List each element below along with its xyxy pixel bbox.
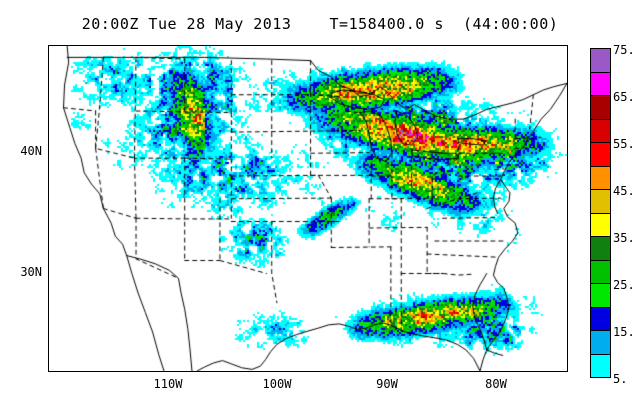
page-title: 20:00Z Tue 28 May 2013 T=158400.0 s (44:…	[81, 15, 559, 33]
colorbar-band-5	[591, 354, 610, 377]
colorbar-band-55	[591, 119, 610, 143]
colorbar-band-25	[591, 260, 610, 284]
colorbar-label-45: 45.	[613, 184, 635, 198]
map-outlines	[49, 46, 567, 371]
reflectivity-colorbar	[590, 48, 611, 378]
colorbar-label-15: 15.	[613, 325, 635, 339]
colorbar-band-45	[591, 166, 610, 190]
ytick-label-30n: 30N	[20, 265, 42, 279]
colorbar-label-65: 65.	[613, 90, 635, 104]
colorbar-label-75: 75.	[613, 43, 635, 57]
colorbar-band-65	[591, 72, 610, 96]
colorbar-band-30	[591, 237, 610, 261]
xtick-label-90w: 90W	[376, 377, 398, 391]
xtick-label-100w: 100W	[262, 377, 292, 391]
colorbar-band-10	[591, 331, 610, 355]
colorbar-label-5: 5.	[613, 372, 628, 386]
map-plot-area	[48, 45, 568, 372]
colorbar-band-20	[591, 284, 610, 308]
colorbar-band-70	[591, 49, 610, 73]
xtick-label-80w: 80W	[485, 377, 507, 391]
colorbar-label-25: 25.	[613, 278, 635, 292]
colorbar-labels: 75. 65. 55. 45. 35. 25. 15. 5.	[613, 40, 640, 388]
colorbar-label-55: 55.	[613, 137, 635, 151]
colorbar-band-50	[591, 143, 610, 167]
colorbar-band-60	[591, 96, 610, 120]
ytick-label-40n: 40N	[20, 144, 42, 158]
colorbar-label-35: 35.	[613, 231, 635, 245]
xtick-label-110w: 110W	[153, 377, 183, 391]
colorbar-band-40	[591, 190, 610, 214]
colorbar-band-35	[591, 213, 610, 237]
colorbar-band-15	[591, 307, 610, 331]
